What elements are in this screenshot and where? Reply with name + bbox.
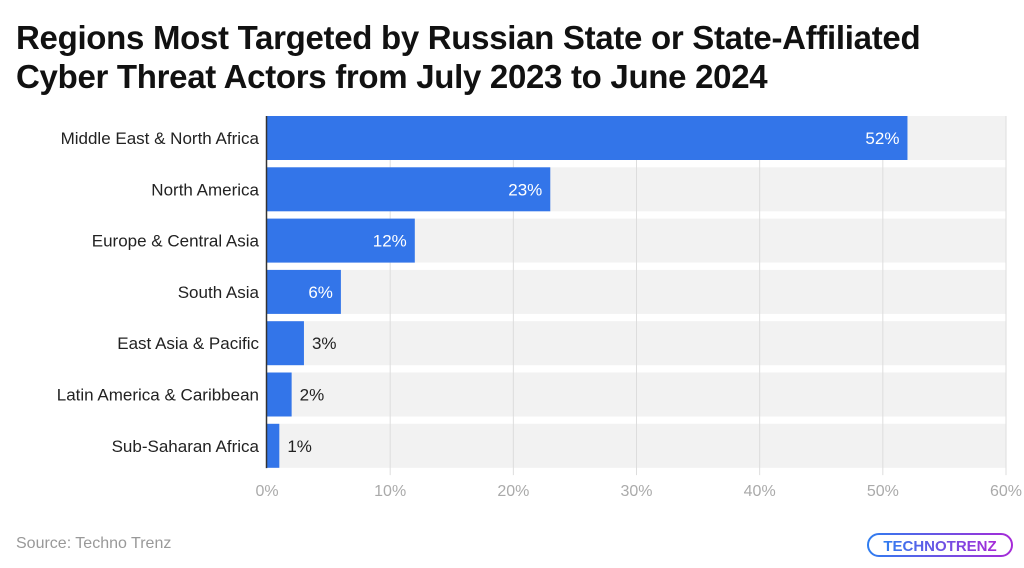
- x-tick-label: 50%: [867, 483, 899, 500]
- bar: [267, 423, 280, 468]
- x-tick-label: 0%: [255, 483, 278, 500]
- category-label: Middle East & North Africa: [61, 129, 260, 148]
- category-label: Europe & Central Asia: [92, 232, 260, 251]
- data-label: 3%: [312, 334, 337, 353]
- bar: [267, 167, 551, 212]
- technotrenz-logo: TECHNOTRENZ: [867, 533, 1013, 557]
- data-label: 23%: [508, 180, 542, 199]
- category-label: Latin America & Caribbean: [57, 386, 259, 405]
- data-label: 12%: [373, 232, 407, 251]
- x-tick-label: 40%: [744, 483, 776, 500]
- bar: [267, 269, 341, 314]
- bar: [267, 372, 292, 417]
- data-label: 1%: [287, 437, 312, 456]
- bar: [267, 321, 304, 366]
- category-label: North America: [151, 180, 259, 199]
- x-tick-label: 60%: [990, 483, 1022, 500]
- svg-text:TECHNOTRENZ: TECHNOTRENZ: [883, 538, 996, 555]
- source-note: Source: Techno Trenz: [16, 535, 172, 552]
- category-label: Sub-Saharan Africa: [112, 437, 260, 456]
- data-label: 2%: [300, 386, 325, 405]
- bar: [267, 218, 415, 263]
- category-label: East Asia & Pacific: [117, 334, 259, 353]
- category-label: South Asia: [178, 283, 260, 302]
- data-label: 52%: [865, 129, 899, 148]
- chart-title: Regions Most Targeted by Russian State o…: [16, 19, 921, 95]
- data-label: 6%: [308, 283, 333, 302]
- x-tick-label: 10%: [374, 483, 406, 500]
- bar: [267, 116, 908, 160]
- x-tick-label: 20%: [497, 483, 529, 500]
- x-tick-label: 30%: [620, 483, 652, 500]
